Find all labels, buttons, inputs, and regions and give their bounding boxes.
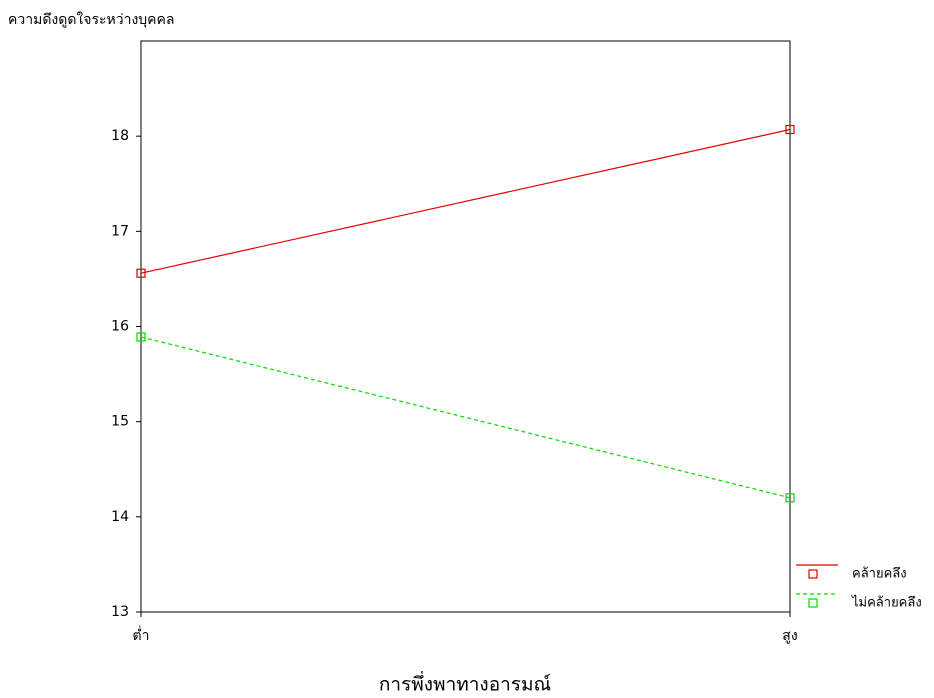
point-marker bbox=[136, 268, 146, 278]
y-tick-label: 13 bbox=[111, 604, 129, 620]
legend-label: คล้ายคลึง bbox=[852, 567, 907, 582]
legend-label: ไม่คล้ายคลึง bbox=[851, 595, 922, 611]
y-axis-label: ความดึงดูดใจระหว่างบุคคล bbox=[8, 11, 175, 28]
point-marker bbox=[136, 332, 146, 342]
y-tick-label: 16 bbox=[111, 319, 129, 335]
x-tick-label: สูง bbox=[782, 628, 797, 644]
y-tick-label: 14 bbox=[111, 509, 129, 525]
y-tick-label: 18 bbox=[111, 128, 129, 144]
plot-frame bbox=[140, 40, 791, 613]
series-line bbox=[140, 128, 791, 274]
series-line bbox=[140, 336, 791, 499]
x-tick-label: ต่ำ bbox=[133, 626, 150, 644]
y-tick-label: 15 bbox=[111, 414, 129, 430]
x-axis-label: การพึ่งพาทางอารมณ์ bbox=[379, 671, 551, 696]
point-marker bbox=[785, 493, 795, 503]
y-tick-label: 17 bbox=[111, 223, 129, 239]
legend-marker bbox=[808, 598, 818, 608]
legend-marker bbox=[808, 569, 818, 579]
point-marker bbox=[785, 124, 795, 135]
